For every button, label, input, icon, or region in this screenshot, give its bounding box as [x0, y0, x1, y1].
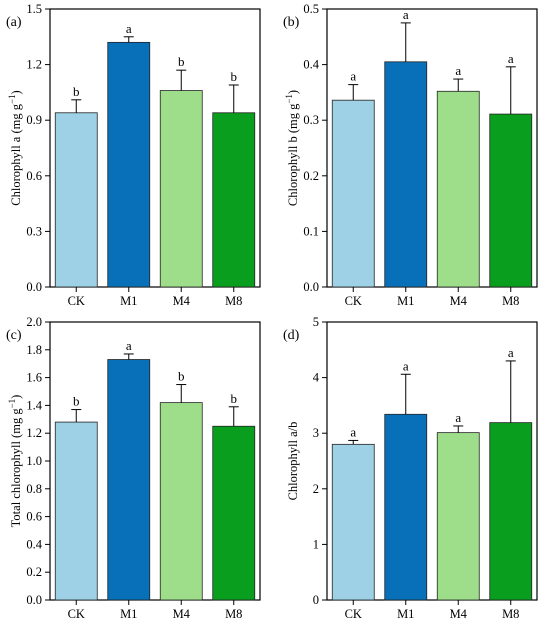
y-tick-label: 1.2 — [26, 58, 42, 72]
y-tick-label: 5 — [313, 315, 319, 329]
y-tick-label: 1.5 — [26, 2, 42, 16]
y-tick-label: 0.6 — [26, 169, 42, 183]
x-tick-label: CK — [68, 607, 85, 621]
significance-label: a — [403, 7, 409, 22]
panel-label: (b) — [283, 15, 300, 30]
x-tick-label: M8 — [225, 607, 242, 621]
bar-m8 — [489, 113, 533, 288]
significance-label: b — [178, 54, 185, 69]
x-tick-label: M1 — [397, 607, 414, 621]
bar-m8 — [489, 422, 533, 601]
y-tick-label: 0.3 — [26, 224, 42, 238]
x-tick-label: M8 — [502, 294, 519, 308]
x-tick-label: CK — [68, 294, 85, 308]
y-tick-label: 1.8 — [26, 343, 42, 357]
y-tick-label: 2.0 — [26, 315, 42, 329]
plot-frame — [49, 8, 261, 288]
panel-label: (a) — [6, 15, 22, 30]
y-tick-label: 0.1 — [303, 224, 319, 238]
y-tick-label: 1.4 — [26, 398, 42, 412]
y-axis-label: Chlorophyll a (mg g−1) — [7, 90, 23, 205]
y-tick-label: 3 — [313, 426, 319, 440]
y-tick-label: 1.6 — [26, 371, 42, 385]
chart-panel-c: 0.0 0.2 0.4 0.6 0.8 1.0 1.2 1.4 1.6 1.8 2.0 b CK a M1 b… — [6, 315, 261, 621]
y-tick-label: 0.2 — [26, 565, 42, 579]
significance-label: a — [508, 51, 514, 66]
significance-label: a — [455, 63, 461, 78]
y-tick-label: 0.0 — [26, 593, 42, 607]
panel-label: (c) — [6, 328, 22, 343]
y-tick-label: 0.8 — [26, 482, 42, 496]
significance-label: b — [73, 394, 80, 409]
significance-label: b — [178, 369, 185, 384]
bar-m1 — [384, 61, 428, 288]
chart-panel-a: 0.0 0.3 0.6 0.9 1.2 1.5 b CK a M1 b M4 b M8 (a) Chlorop… — [6, 2, 261, 308]
y-tick-label: 0.4 — [26, 537, 42, 551]
x-tick-label: CK — [345, 607, 362, 621]
y-axis-label: Chlorophyll b (mg g−1) — [284, 90, 300, 206]
significance-label: a — [126, 338, 132, 353]
bar-m8 — [212, 425, 256, 601]
y-tick-label: 0.2 — [303, 169, 319, 183]
x-tick-label: M4 — [450, 607, 468, 621]
y-tick-label: 0.3 — [303, 113, 319, 127]
x-tick-label: M4 — [173, 294, 191, 308]
significance-label: a — [126, 21, 132, 36]
x-tick-label: M1 — [120, 294, 137, 308]
y-tick-label: 0.0 — [26, 280, 42, 294]
y-tick-label: 0.9 — [26, 113, 42, 127]
bar-m1 — [107, 41, 151, 288]
x-tick-label: M8 — [502, 607, 519, 621]
plot-frame — [326, 8, 538, 288]
significance-label: b — [73, 84, 80, 99]
significance-label: b — [231, 69, 238, 84]
bar-ck — [54, 421, 98, 601]
y-tick-label: 0 — [313, 593, 319, 607]
x-tick-label: M4 — [173, 607, 191, 621]
bar-m4 — [436, 90, 480, 288]
y-tick-label: 2 — [313, 482, 319, 496]
significance-label: a — [350, 69, 356, 84]
chart-panel-b: 0.0 0.1 0.2 0.3 0.4 0.5 a CK a M1 a M4 a M8 (b) Chlorop… — [283, 2, 538, 308]
bar-m8 — [212, 112, 256, 288]
bar-ck — [331, 443, 375, 601]
significance-label: a — [403, 358, 409, 373]
x-tick-label: M4 — [450, 294, 468, 308]
bar-ck — [54, 112, 98, 288]
y-tick-label: 0.0 — [303, 280, 319, 294]
y-tick-label: 1.2 — [26, 426, 42, 440]
bar-m4 — [159, 402, 203, 601]
bar-m1 — [384, 413, 428, 601]
bar-m4 — [436, 432, 480, 601]
x-tick-label: M1 — [120, 607, 137, 621]
x-tick-label: CK — [345, 294, 362, 308]
y-tick-label: 0.4 — [303, 58, 319, 72]
panel-label: (d) — [283, 328, 300, 343]
significance-label: a — [455, 410, 461, 425]
y-tick-label: 1.0 — [26, 454, 42, 468]
y-axis-label: Total chlorophyll (mg g−1) — [7, 395, 23, 528]
plot-frame — [326, 321, 538, 601]
bar-ck — [331, 99, 375, 288]
y-tick-label: 4 — [313, 371, 320, 385]
significance-label: b — [231, 391, 238, 406]
y-tick-label: 0.5 — [303, 2, 319, 16]
significance-label: a — [508, 345, 514, 360]
x-tick-label: M8 — [225, 294, 242, 308]
significance-label: a — [350, 424, 356, 439]
bar-m4 — [159, 90, 203, 288]
y-tick-label: 0.6 — [26, 510, 42, 524]
chart-panel-d: 0 1 2 3 4 5 a CK a M1 a M4 a M8 (d) Chlorophyll a/b — [283, 315, 538, 621]
bar-m1 — [107, 359, 151, 601]
y-axis-label: Chlorophyll a/b — [286, 422, 300, 501]
y-tick-label: 1 — [313, 537, 319, 551]
x-tick-label: M1 — [397, 294, 414, 308]
